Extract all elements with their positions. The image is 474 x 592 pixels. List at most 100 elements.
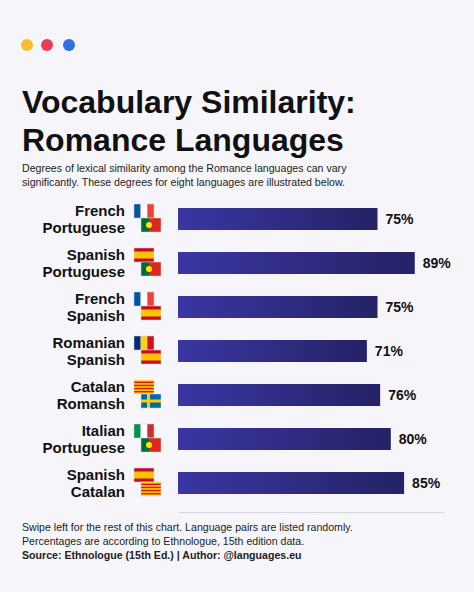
category-label-line: Italian [82,422,125,439]
title-line: Vocabulary Similarity: [22,84,356,120]
flag-border [141,306,161,320]
category-label-line: Portuguese [42,219,125,236]
category-label: ItalianPortuguese [42,422,125,456]
flag-border [134,292,154,306]
flag [141,218,161,232]
flag-border [141,262,161,276]
flag-part [134,336,141,350]
flag-part [141,354,161,361]
flag-border [141,350,161,364]
category-label-line: Romansh [57,395,125,412]
bar [178,252,415,274]
flag [134,204,154,218]
flag-border [141,482,161,496]
category-label-line: Spanish [67,246,125,263]
flag-part [146,266,152,272]
category-label: SpanishCatalan [67,466,125,500]
category-label-line: Portuguese [42,263,125,280]
data-label: 76% [388,387,417,403]
category-label: FrenchPortuguese [42,202,125,236]
category-label-line: Catalan [71,483,125,500]
flag-part [134,382,154,384]
note: Source: Ethnologue (15th Ed.) | Author: … [22,549,302,561]
flag-part [141,394,161,408]
flag-part [141,490,161,492]
category-label-line: Portuguese [42,439,125,456]
flag-border [141,394,161,408]
bar [178,340,367,362]
bar [178,208,378,230]
title-line: Romance Languages [22,122,344,158]
flag-border [134,380,154,394]
flag-part [134,424,141,438]
flag-border [134,336,154,350]
bar [178,428,391,450]
flag [134,336,154,350]
flag [134,248,154,262]
data-label: 71% [375,343,404,359]
flag [141,306,161,320]
flag-part [141,424,148,438]
data-label: 75% [386,211,415,227]
flag-part [134,391,154,393]
flag-part [134,385,154,387]
category-label-line: French [75,290,125,307]
flag-border [134,468,154,482]
flag-part [141,292,148,306]
category-label: CatalanRomansh [57,378,125,412]
flag-border [134,204,154,218]
decor-dot [63,39,75,51]
flag-part [147,424,154,438]
data-label: 85% [412,475,441,491]
bar [178,384,380,406]
flags [134,204,161,496]
category-label: RomanianSpanish [52,334,125,368]
data-label: 89% [423,255,452,271]
flag-part [134,248,154,262]
flag-part [134,204,141,218]
data-label: 75% [386,299,415,315]
flag-part [141,487,161,489]
flag-part [141,204,148,218]
flag-part [134,468,154,482]
flag [134,424,154,438]
category-label-line: French [75,202,125,219]
x-axis-line [179,512,445,513]
flag [134,292,154,306]
title: Vocabulary Similarity:Romance Languages [22,84,356,158]
flag-part [146,442,152,448]
flag-part [141,493,161,495]
subtitle: Degrees of lexical similarity among the … [22,162,347,188]
flag-part [134,472,154,479]
flag-part [141,310,161,317]
decor-dot [41,39,53,51]
flag-part [141,306,161,320]
flag-part [141,350,161,364]
flag [141,262,161,276]
subtitle-line: Degrees of lexical similarity among the … [22,162,347,174]
chart: Vocabulary Similarity:Romance Languages D… [0,0,474,592]
flag [134,468,154,482]
flag-border [134,248,154,262]
flag-part [141,484,161,486]
bar [178,296,378,318]
flag [141,482,161,496]
flag-part [134,380,154,394]
subtitle-line: significantly. These degrees for eight l… [22,176,345,188]
note: Swipe left for the rest of this chart. L… [22,521,353,533]
flag [134,380,154,394]
category-label-line: Spanish [67,466,125,483]
flag-part [147,204,154,218]
note: Percentages are according to Ethnologue,… [22,535,304,547]
category-label: FrenchSpanish [67,290,125,324]
bar [178,472,404,494]
background [0,0,474,592]
flag-part [147,292,154,306]
flag-part [134,252,154,259]
category-label-line: Romanian [52,334,125,351]
flag-part [134,292,141,306]
flag-part [141,400,161,403]
flag-border [134,424,154,438]
flag [141,350,161,364]
category-label-line: Spanish [67,351,125,368]
